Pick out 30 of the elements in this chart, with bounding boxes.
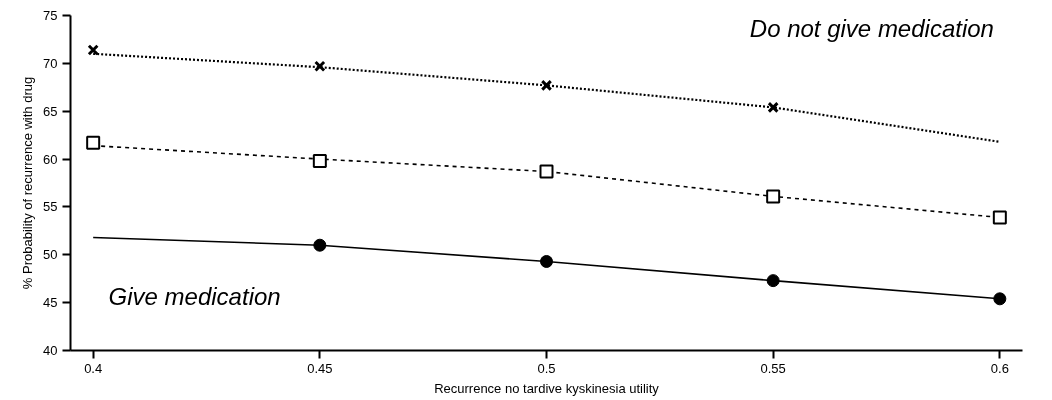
y-tick-label: 75 (43, 8, 58, 23)
x-tick-label: 0.45 (307, 360, 333, 376)
point (87, 44, 99, 56)
y-tick-label: 40 (43, 343, 58, 358)
annotation: Do not give medication (749, 15, 994, 43)
y-tick-label: 50 (43, 247, 58, 263)
point (766, 189, 781, 204)
point (312, 153, 327, 168)
y-tick-label: 65 (43, 103, 58, 119)
point (540, 79, 553, 92)
x-tick-label: 0.6 (990, 360, 1009, 376)
point (314, 60, 326, 72)
y-tick-label: 45 (43, 295, 58, 311)
point (539, 164, 554, 179)
y-axis-title: % Probability of recurrence with drug (20, 76, 36, 290)
x-tick-label: 0.4 (84, 360, 103, 376)
x-tick-label: 0.55 (760, 360, 786, 376)
y-tick-label: 70 (43, 55, 58, 71)
point (992, 210, 1007, 225)
point (86, 135, 101, 150)
y-tick-label: 60 (43, 151, 58, 167)
x-tick-label: 0.5 (537, 360, 556, 376)
point (540, 255, 553, 268)
point (313, 238, 327, 252)
y-tick-label: 55 (43, 199, 58, 215)
point (993, 292, 1007, 306)
annotation: Give medication (108, 283, 281, 311)
point (767, 101, 779, 114)
point (766, 274, 780, 288)
x-axis-title: Recurrence no tardive kyskinesia utility (434, 380, 660, 396)
